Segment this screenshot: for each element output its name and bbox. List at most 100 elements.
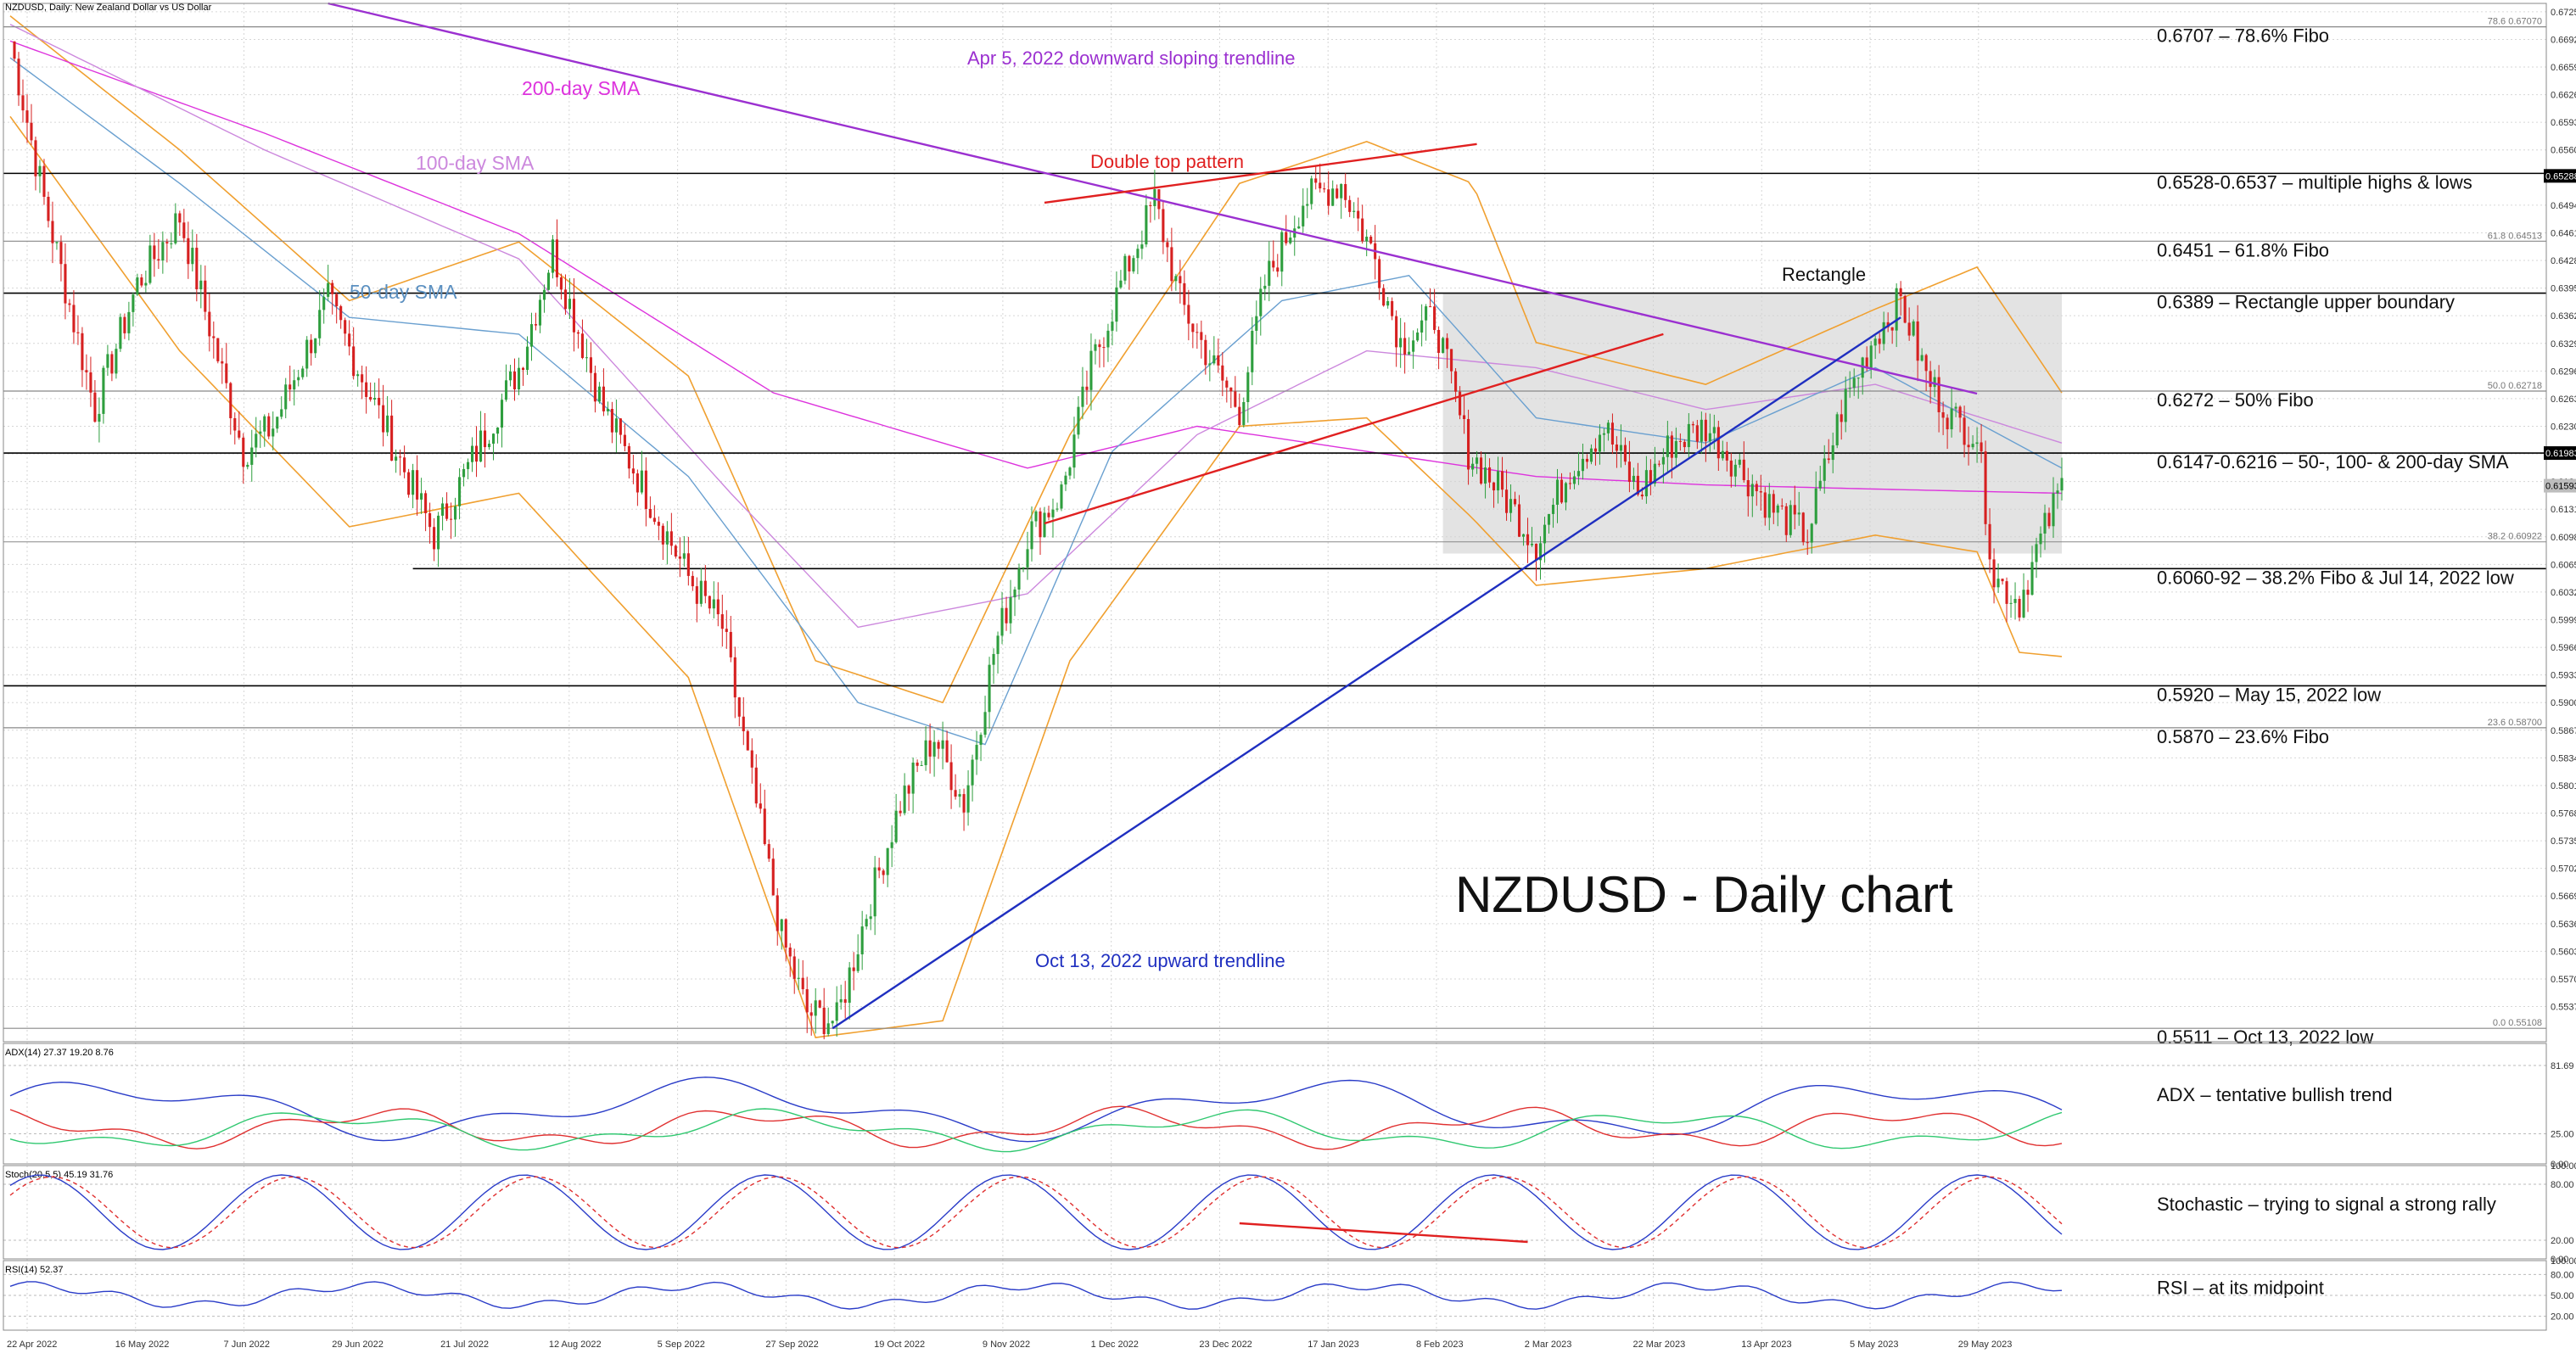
adx-label: ADX(14) 27.37 19.20 8.76 bbox=[5, 1048, 114, 1058]
candle-body bbox=[13, 41, 16, 59]
candle-body bbox=[928, 740, 932, 757]
candle-body bbox=[2013, 598, 2017, 603]
candle-body bbox=[487, 444, 491, 448]
candle-body bbox=[1759, 491, 1762, 493]
candle-body bbox=[81, 333, 84, 371]
candle-body bbox=[1183, 282, 1186, 305]
candle-body bbox=[563, 289, 568, 310]
level-label: 0.6147-0.6216 – 50-, 100- & 200-day SMA bbox=[2157, 451, 2509, 473]
candle-body bbox=[450, 518, 453, 520]
candle-body bbox=[1958, 406, 1962, 418]
candle-body bbox=[267, 416, 271, 437]
candle-body bbox=[712, 599, 715, 609]
fib-tag: 38.2 0.60922 bbox=[2488, 532, 2542, 542]
candle-body bbox=[483, 430, 487, 448]
candle-body bbox=[1619, 445, 1622, 451]
candle-body bbox=[1072, 434, 1076, 468]
candle-body bbox=[1234, 391, 1237, 407]
candle-body bbox=[1560, 479, 1564, 503]
candle-body bbox=[327, 282, 330, 297]
candle-body bbox=[1980, 442, 1983, 452]
candle-body bbox=[369, 396, 372, 400]
candle-body bbox=[568, 299, 572, 310]
candle-body bbox=[699, 580, 703, 604]
candle-body bbox=[678, 556, 681, 559]
candle-body bbox=[1610, 422, 1614, 445]
candle-body bbox=[127, 311, 131, 333]
candle-body bbox=[1085, 386, 1089, 390]
candle-body bbox=[1089, 350, 1093, 390]
candle-body bbox=[55, 242, 59, 243]
candle-body bbox=[106, 354, 109, 368]
candle-body bbox=[1200, 332, 1203, 340]
candle-body bbox=[1784, 506, 1788, 535]
candle-body bbox=[534, 324, 538, 326]
candle-body bbox=[1238, 406, 1241, 426]
candle-body bbox=[555, 239, 559, 277]
price-tag-top-high: 0.65288 bbox=[2545, 171, 2576, 182]
candle-body bbox=[945, 740, 949, 763]
candle-body bbox=[517, 367, 521, 390]
candle-body bbox=[873, 867, 876, 917]
candle-body bbox=[1344, 183, 1347, 200]
candle-body bbox=[399, 456, 402, 458]
candle-body bbox=[1208, 363, 1212, 366]
candle-body bbox=[733, 657, 736, 698]
y-tick-label: 0.60650 bbox=[2551, 560, 2576, 570]
candle-body bbox=[750, 750, 753, 768]
candle-body bbox=[1793, 505, 1796, 515]
candle-body bbox=[636, 473, 639, 493]
candle-body bbox=[1606, 422, 1610, 433]
candle-body bbox=[1395, 316, 1398, 348]
candle-body bbox=[1632, 475, 1635, 483]
candle-body bbox=[1551, 505, 1555, 514]
candle-body bbox=[1861, 357, 1864, 378]
candle-body bbox=[1340, 183, 1343, 199]
stoch-tick-label: 20.00 bbox=[2551, 1236, 2574, 1246]
y-tick-label: 0.58010 bbox=[2551, 781, 2576, 791]
candle-body bbox=[1827, 458, 1830, 461]
candle-body bbox=[1357, 210, 1360, 219]
downward-trendline bbox=[328, 2, 1978, 395]
candle-body bbox=[1187, 305, 1190, 324]
candle-body bbox=[606, 409, 609, 411]
candle-body bbox=[424, 493, 428, 513]
candle-body bbox=[1319, 182, 1322, 189]
candle-body bbox=[788, 947, 792, 957]
candle-body bbox=[1034, 511, 1038, 522]
candle-body bbox=[1327, 189, 1330, 206]
candle-body bbox=[1102, 347, 1106, 349]
candle-body bbox=[1661, 456, 1665, 465]
candle-body bbox=[1738, 459, 1741, 465]
candle-body bbox=[1700, 419, 1703, 442]
candle-body bbox=[542, 289, 546, 300]
candle-body bbox=[1691, 423, 1694, 426]
candle-body bbox=[1492, 482, 1496, 491]
y-tick-label: 0.62300 bbox=[2551, 422, 2576, 432]
candle-body bbox=[1920, 355, 1924, 361]
candle-body bbox=[178, 213, 182, 223]
candle-body bbox=[1442, 338, 1445, 353]
candle-body bbox=[42, 165, 46, 197]
candle-body bbox=[1755, 484, 1758, 492]
x-tick-label: 17 Jan 2023 bbox=[1308, 1339, 1359, 1350]
x-tick-label: 23 Dec 2022 bbox=[1199, 1339, 1252, 1350]
level-label: 0.6389 – Rectangle upper boundary bbox=[2157, 292, 2455, 313]
candle-body bbox=[30, 122, 33, 141]
candle-body bbox=[805, 989, 809, 1013]
rsi-label: RSI(14) 52.37 bbox=[5, 1265, 63, 1275]
y-tick-label: 0.57680 bbox=[2551, 809, 2576, 819]
candle-body bbox=[1416, 332, 1420, 341]
candle-body bbox=[1589, 448, 1593, 462]
candle-body bbox=[1547, 513, 1551, 525]
candle-body bbox=[1568, 483, 1572, 484]
candle-body bbox=[153, 245, 156, 260]
double-top-neckline bbox=[1044, 333, 1664, 525]
candle-body bbox=[1937, 377, 1940, 412]
price-tag-upper: 0.61983 bbox=[2545, 449, 2576, 459]
candle-body bbox=[508, 371, 512, 381]
candle-body bbox=[322, 296, 326, 310]
candle-body bbox=[890, 842, 893, 848]
candle-body bbox=[2047, 512, 2051, 527]
candle-body bbox=[1170, 247, 1173, 282]
